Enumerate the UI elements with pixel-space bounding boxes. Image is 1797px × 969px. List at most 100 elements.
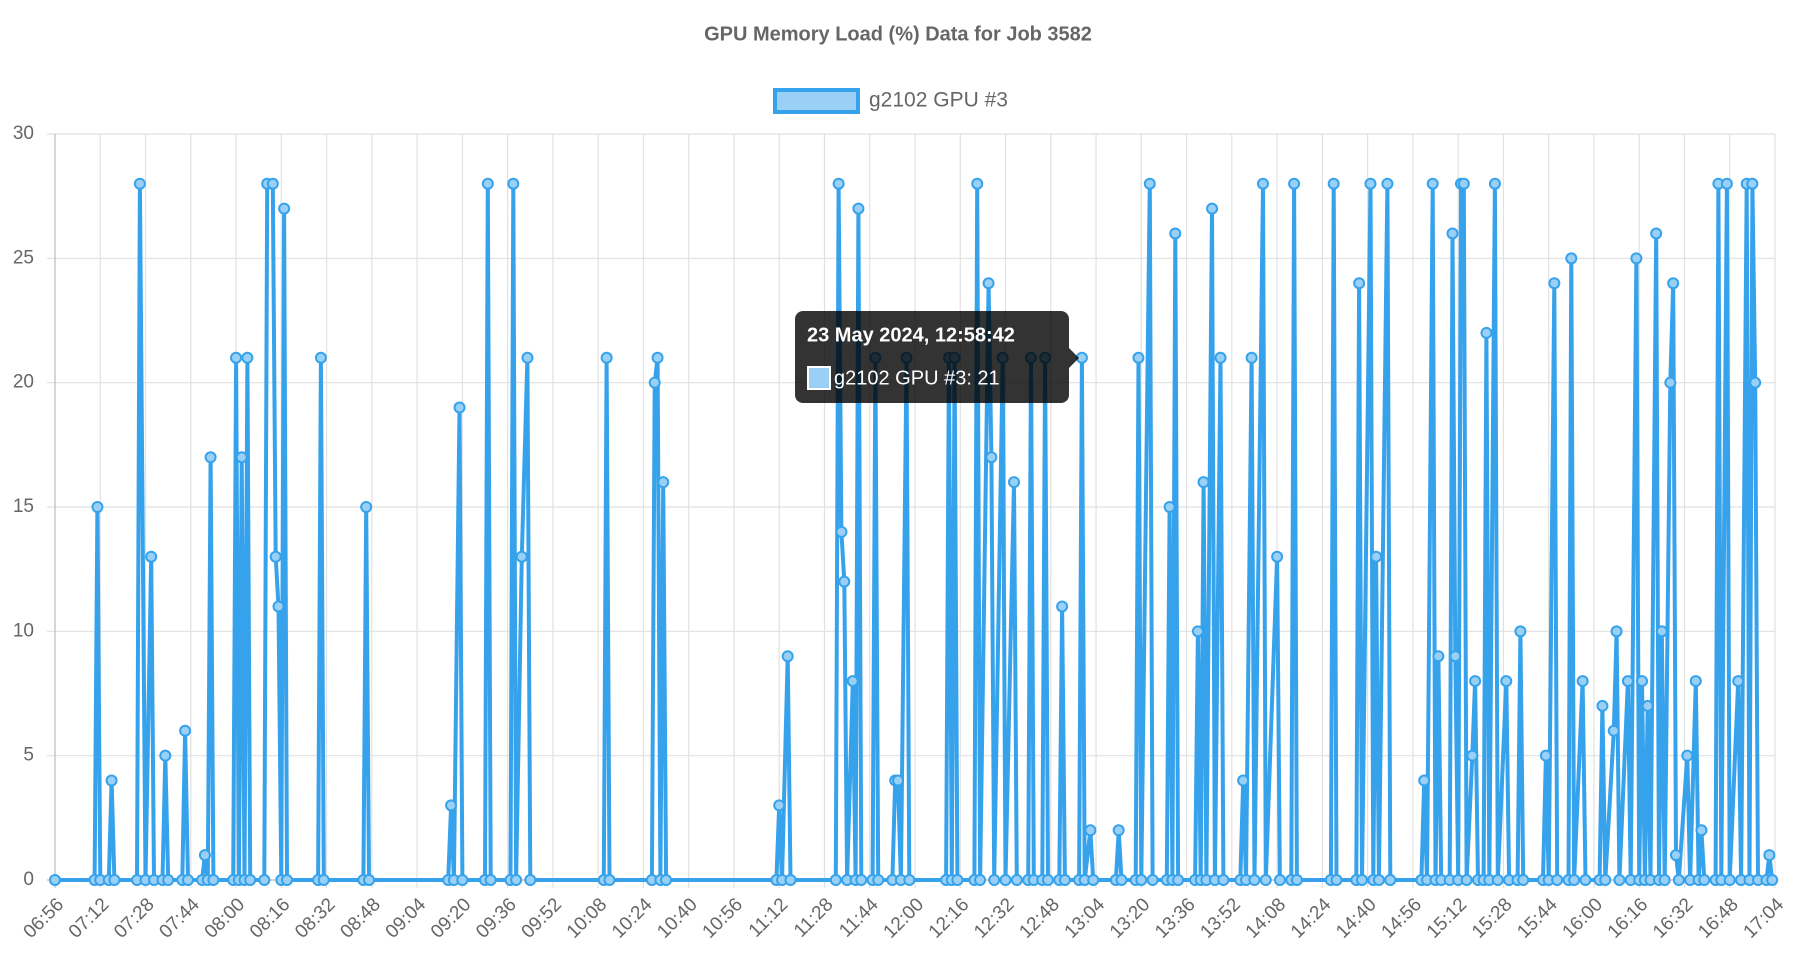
data-point [1146, 874, 1159, 886]
data-point [1115, 874, 1128, 886]
y-tick-label: 15 [13, 496, 34, 517]
data-point [1058, 874, 1071, 886]
data-point [660, 874, 673, 886]
data-point [781, 650, 794, 663]
x-tick-label: 10:40 [653, 894, 701, 942]
data-point [1288, 177, 1301, 190]
data-point [453, 401, 466, 414]
x-tick-label: 08:48 [336, 894, 384, 942]
data-point [159, 749, 172, 762]
data-point [1214, 351, 1227, 364]
data-point [133, 177, 146, 190]
x-tick-label: 14:08 [1242, 894, 1290, 942]
data-point [456, 874, 469, 886]
x-tick-label: 07:28 [110, 894, 158, 942]
data-point [363, 874, 376, 886]
data-point [198, 849, 211, 862]
data-point [1355, 874, 1368, 886]
data-point [1669, 849, 1682, 862]
x-tick-label: 12:16 [925, 894, 973, 942]
data-point [108, 874, 121, 886]
x-tick-label: 09:36 [472, 894, 520, 942]
data-point [1610, 625, 1623, 638]
data-point [1290, 874, 1303, 886]
data-point [999, 874, 1012, 886]
data-point [1630, 252, 1643, 265]
data-point [1041, 874, 1054, 886]
data-point [1698, 874, 1711, 886]
data-point [1353, 277, 1366, 290]
data-point [105, 774, 118, 787]
data-point [1568, 874, 1581, 886]
data-point [651, 351, 664, 364]
data-point [481, 177, 494, 190]
data-point [1720, 177, 1733, 190]
data-point [1169, 227, 1182, 240]
data-point [278, 202, 291, 215]
tooltip: 23 May 2024, 12:58:42 g2102 GPU #3: 21 [795, 311, 1079, 403]
tooltip-box [795, 311, 1069, 403]
legend: g2102 GPU #3 [773, 88, 1008, 114]
data-point [1008, 476, 1021, 489]
x-tick-label: 08:16 [246, 894, 294, 942]
y-tick-label: 25 [13, 247, 34, 268]
data-point [1418, 774, 1431, 787]
data-point [1565, 252, 1578, 265]
x-tick-label: 08:00 [201, 894, 249, 942]
x-tick-label: 10:08 [563, 894, 611, 942]
data-point [1689, 675, 1702, 688]
x-tick-label: 16:32 [1649, 894, 1697, 942]
data-point [1599, 874, 1612, 886]
data-point [872, 874, 885, 886]
data-point [1621, 675, 1634, 688]
x-tick-label: 10:24 [608, 894, 657, 943]
data-point [1364, 177, 1377, 190]
data-point [1488, 177, 1501, 190]
x-tick-label: 15:28 [1468, 894, 1516, 942]
data-point [1732, 675, 1745, 688]
x-tick-label: 07:44 [155, 894, 204, 943]
data-point [230, 351, 243, 364]
data-point [1672, 874, 1685, 886]
x-tick-label: 13:20 [1106, 894, 1154, 942]
data-point [835, 525, 848, 538]
data-point [181, 874, 194, 886]
data-point [1112, 824, 1125, 837]
data-point [1237, 774, 1250, 787]
data-point [1579, 874, 1592, 886]
data-point [1449, 650, 1462, 663]
data-point [1327, 177, 1340, 190]
data-point [1576, 675, 1589, 688]
data-point [1650, 227, 1663, 240]
data-point [314, 351, 327, 364]
x-tick-label: 09:52 [518, 894, 566, 942]
data-point [951, 874, 964, 886]
data-point [1548, 277, 1561, 290]
data-point [1641, 699, 1654, 712]
data-line [55, 181, 1775, 882]
plot [49, 177, 1779, 886]
x-tick-label: 10:56 [699, 894, 747, 942]
data-point [1087, 874, 1100, 886]
data-point [1658, 874, 1671, 886]
data-point [1749, 376, 1762, 389]
data-point [1245, 351, 1258, 364]
data-point [1197, 476, 1210, 489]
x-tick-label: 11:44 [835, 894, 883, 942]
data-point [1681, 749, 1694, 762]
data-point [1191, 625, 1204, 638]
data-point [510, 874, 523, 886]
data-point [1466, 749, 1479, 762]
data-point [1667, 277, 1680, 290]
x-tick-label: 15:44 [1513, 894, 1562, 943]
data-point [832, 177, 845, 190]
data-point [1766, 874, 1779, 886]
data-point [829, 874, 842, 886]
data-point [1664, 376, 1677, 389]
x-tick-label: 07:12 [65, 894, 113, 942]
x-tick-label: 13:36 [1151, 894, 1199, 942]
data-point [1636, 675, 1649, 688]
x-tick-label: 06:56 [20, 894, 68, 942]
